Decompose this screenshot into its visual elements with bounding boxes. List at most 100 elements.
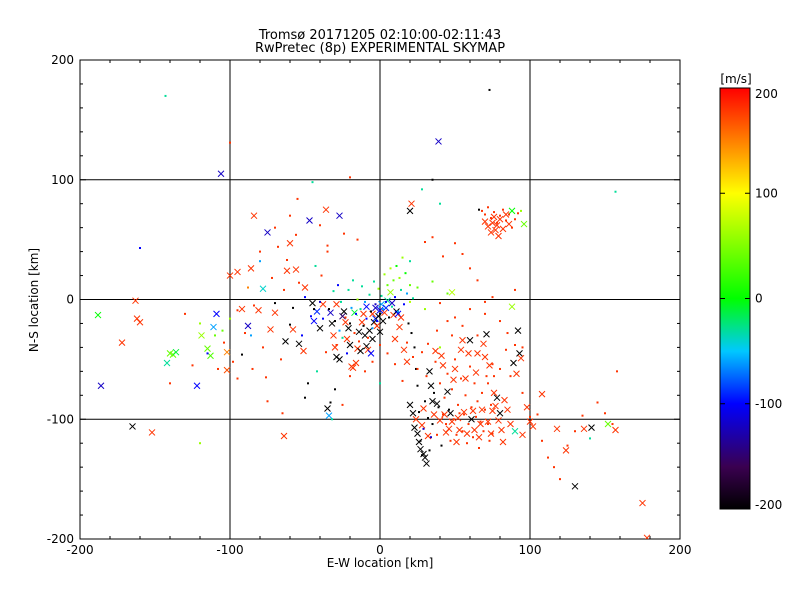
data-point-dot (469, 308, 471, 311)
data-point-x (457, 346, 465, 354)
data-point-dot (431, 178, 434, 181)
data-point-dot (446, 292, 449, 295)
data-point-dot (343, 232, 345, 235)
data-point-dot (335, 344, 338, 347)
data-point-x (412, 415, 420, 423)
data-point-dot (355, 312, 357, 315)
data-point-dot (380, 294, 383, 297)
data-point-x (523, 403, 531, 411)
data-point-dot (454, 358, 456, 361)
data-point-dot (389, 267, 392, 270)
data-point-dot (457, 403, 459, 406)
x-tick-label: 200 (669, 543, 692, 557)
data-point-x (163, 359, 171, 367)
data-point-dot (482, 430, 485, 433)
data-point-x (414, 430, 421, 437)
y-tick-label: 200 (51, 53, 74, 67)
data-point-dot (184, 312, 186, 315)
data-point-dot (484, 300, 486, 303)
data-point-dot (422, 427, 425, 430)
data-point-x (238, 305, 246, 313)
data-point-x (520, 220, 528, 228)
data-point-dot (416, 286, 419, 289)
data-point-dot (446, 372, 449, 375)
data-point-x (306, 217, 313, 224)
data-point-x (292, 266, 300, 273)
data-point-dot (296, 197, 299, 200)
data-point-dot (475, 415, 477, 418)
data-point-x (363, 303, 370, 311)
data-point-dot (406, 292, 408, 295)
data-point-dot (356, 298, 359, 301)
data-point-x (346, 341, 354, 349)
data-point-dot (436, 433, 438, 436)
data-point-x (516, 350, 523, 357)
data-point-x (282, 338, 289, 345)
data-point-dot (364, 300, 366, 303)
data-point-dot (274, 302, 276, 305)
data-point-x (478, 406, 486, 414)
data-point-dot (277, 245, 279, 248)
data-point-dot (436, 329, 438, 332)
data-point-dot (214, 334, 216, 337)
data-point-x (264, 229, 271, 236)
data-point-x (340, 308, 348, 315)
data-point-dot (499, 214, 501, 217)
data-point-dot (307, 382, 309, 385)
data-point-dot (379, 382, 381, 385)
data-point-x (129, 423, 136, 430)
data-point-dot (491, 296, 494, 299)
data-point-dot (322, 317, 324, 320)
data-point-x (360, 310, 367, 318)
data-point-dot (445, 423, 447, 426)
data-point-dot (331, 418, 333, 421)
data-point-x (529, 423, 537, 430)
data-point-dot (283, 288, 285, 291)
data-point-x (403, 358, 411, 366)
y-axis-label: N-S location [km] (27, 248, 41, 352)
data-point-dot (326, 250, 329, 253)
data-point-dot (304, 296, 306, 299)
y-tick-label: 0 (66, 293, 74, 307)
data-point-dot (338, 329, 341, 332)
data-point-dot (472, 436, 474, 439)
data-point-dot (346, 352, 348, 355)
data-point-dot (413, 346, 416, 349)
data-point-dot (298, 281, 300, 284)
data-point-dot (232, 360, 234, 363)
data-point-dot (487, 206, 489, 209)
data-point-dot (139, 247, 141, 250)
data-point-dot (589, 437, 591, 440)
data-point-dot (415, 367, 417, 370)
data-point-dot (493, 375, 495, 378)
data-point-x (324, 405, 331, 412)
data-point-x (198, 332, 205, 339)
data-point-x (498, 426, 505, 434)
data-point-dot (253, 304, 255, 307)
data-point-dot (244, 332, 246, 335)
data-point-x (495, 232, 502, 240)
data-point-dot (236, 309, 239, 312)
data-point-dot (476, 279, 479, 282)
data-point-dot (451, 334, 453, 337)
data-point-dot (377, 287, 380, 290)
data-point-dot (449, 439, 452, 442)
data-point-x (604, 420, 612, 428)
data-point-x (492, 402, 499, 410)
data-point-x (460, 408, 468, 416)
data-point-dot (514, 344, 516, 347)
data-point-dot (337, 284, 339, 287)
data-point-dot (442, 255, 444, 258)
data-point-x (553, 425, 561, 433)
data-point-dot (454, 242, 456, 245)
data-point-dot (401, 379, 404, 382)
data-point-dot (206, 352, 209, 355)
data-point-x (343, 335, 351, 343)
data-point-x (475, 433, 483, 441)
data-point-dot (347, 288, 350, 291)
data-point-dot (164, 94, 167, 97)
data-point-dot (521, 391, 524, 394)
data-point-dot (386, 284, 389, 287)
data-point-x (406, 207, 414, 215)
data-point-x (505, 220, 513, 228)
